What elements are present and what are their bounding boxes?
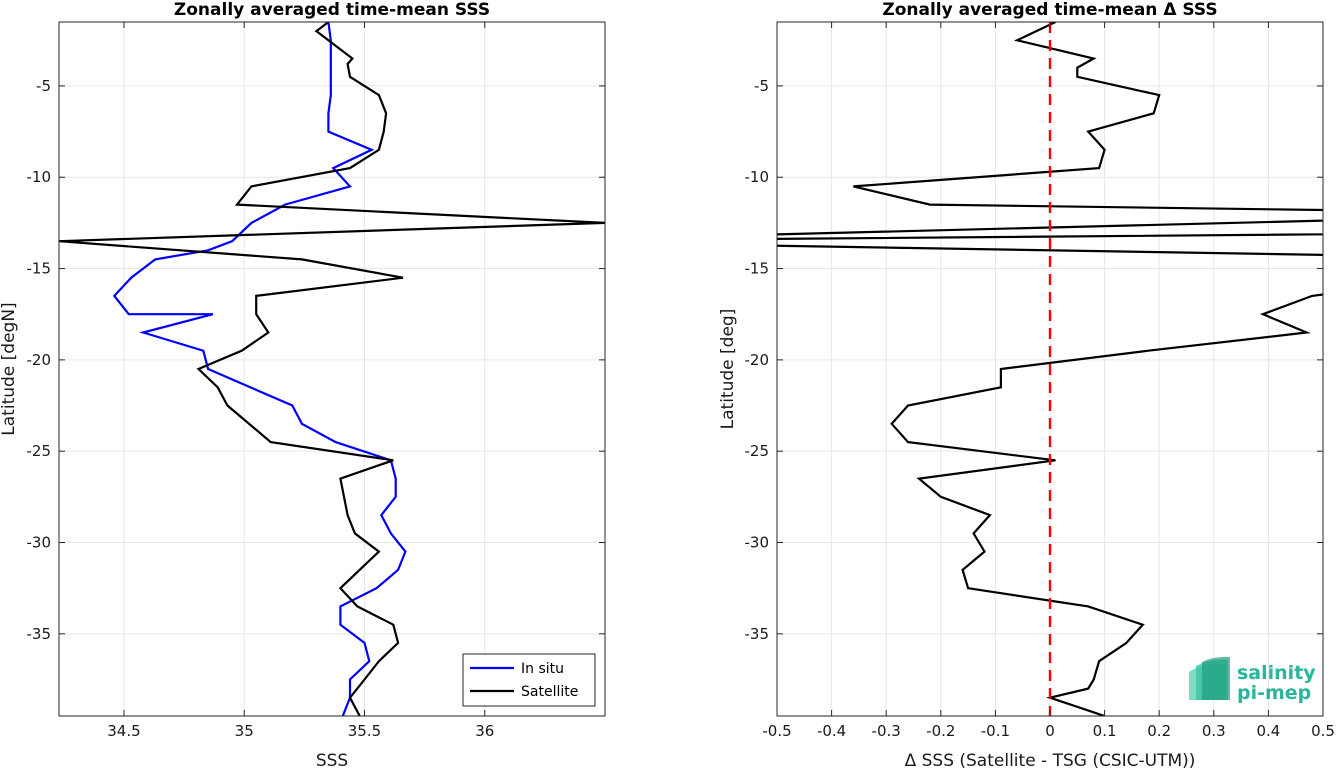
- left-x-tick-label: 35: [235, 722, 254, 740]
- right-x-tick-label: 0: [1045, 722, 1055, 740]
- left-y-tick-label: -10: [27, 168, 52, 186]
- salinity-pi-mep-logo: salinity pi-mep: [1189, 656, 1316, 704]
- right-series: [777, 22, 1323, 716]
- left-plot-frame: [58, 21, 606, 717]
- right-x-axis-label: Δ SSS (Satellite - TSG (CSIC-UTM)): [905, 751, 1196, 769]
- right-y-tick-label: -5: [754, 77, 769, 95]
- left-y-tick-label: -35: [27, 625, 52, 643]
- left-series-line-in-situ: [112, 22, 407, 716]
- right-y-axis-label: Latitude [deg]: [718, 309, 738, 430]
- left-series-line-satellite: [59, 22, 605, 716]
- legend: In situ Satellite: [462, 653, 596, 707]
- right-y-tick-label: -35: [745, 625, 770, 643]
- left-y-axis-label: Latitude [degN]: [0, 302, 19, 435]
- left-y-tick-label: -30: [27, 534, 52, 552]
- logo-text-pi-mep: pi-mep: [1237, 682, 1311, 704]
- logo-text-salinity: salinity: [1237, 662, 1316, 684]
- left-y-tick-label: -25: [27, 442, 52, 460]
- right-x-tick-label: -0.2: [926, 722, 955, 740]
- left-y-tick-label: -20: [27, 351, 52, 369]
- left-plot-area: [59, 22, 605, 716]
- right-series-line-delta: [777, 22, 1323, 716]
- left-x-tick-label: 34.5: [107, 722, 140, 740]
- legend-box: [462, 653, 596, 707]
- left-y-tick-label: -5: [36, 77, 51, 95]
- legend-label-satellite: Satellite: [521, 684, 578, 700]
- right-x-tick-label: 0.1: [1093, 722, 1117, 740]
- right-y-tick-label: -25: [745, 442, 770, 460]
- right-x-tick-label: -0.5: [762, 722, 791, 740]
- logo-mark-icon: [1189, 656, 1230, 700]
- right-x-tick-label: 0.5: [1311, 722, 1335, 740]
- right-y-tick-label: -15: [745, 260, 770, 278]
- right-ticks: -0.5 -0.4 -0.3 -0.2 -0.1 0 0.1 0.2 0.3 0.4 0.5 -5 -1…: [745, 22, 1335, 740]
- legend-label-in-situ: In situ: [521, 661, 564, 677]
- right-x-tick-label: 0.3: [1202, 722, 1226, 740]
- right-y-tick-label: -30: [745, 534, 770, 552]
- right-x-tick-label: -0.3: [872, 722, 901, 740]
- left-x-axis-label: SSS: [316, 751, 348, 769]
- right-x-tick-label: 0.4: [1256, 722, 1280, 740]
- left-x-tick-label: 36: [475, 722, 494, 740]
- right-x-tick-label: -0.4: [817, 722, 846, 740]
- right-title: Zonally averaged time-mean Δ SSS: [882, 0, 1217, 20]
- right-y-tick-label: -20: [745, 351, 770, 369]
- right-x-tick-label: -0.1: [981, 722, 1010, 740]
- left-ticks: 34.5 35 35.5 36 -5 -10 -15 -20 -25 -30 -35: [27, 22, 605, 740]
- right-x-tick-label: 0.2: [1147, 722, 1171, 740]
- left-title: Zonally averaged time-mean SSS: [174, 0, 490, 20]
- right-panel: -0.5 -0.4 -0.3 -0.2 -0.1 0 0.1 0.2 0.3 0.4 0.5 -5 -1…: [718, 0, 1335, 769]
- left-series: [59, 22, 605, 716]
- right-y-tick-label: -10: [745, 168, 770, 186]
- left-panel: 34.5 35 35.5 36 -5 -10 -15 -20 -25 -30 -35 Zonally…: [0, 0, 606, 769]
- left-y-tick-label: -15: [27, 260, 52, 278]
- left-x-tick-label: 35.5: [348, 722, 381, 740]
